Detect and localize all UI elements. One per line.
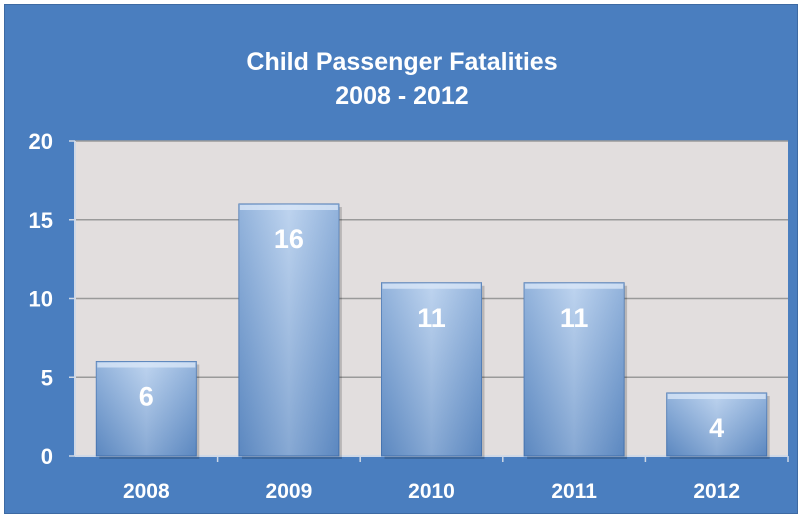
bar-top-highlight — [525, 283, 624, 289]
bar-shading — [666, 393, 767, 456]
bar-shading — [96, 361, 197, 456]
y-tick-label: 10 — [29, 287, 53, 312]
data-label: 16 — [274, 224, 304, 254]
y-tick-label: 5 — [41, 365, 53, 390]
data-label: 11 — [417, 303, 446, 333]
x-tick-label: 2008 — [123, 480, 170, 503]
chart-title: Child Passenger Fatalities 2008 - 2012 — [5, 45, 799, 113]
bar-shading — [238, 204, 339, 456]
chart-title-line: Child Passenger Fatalities — [246, 48, 558, 76]
chart-frame: Child Passenger Fatalities 2008 - 2012 0… — [4, 4, 798, 514]
bar-top-highlight — [239, 205, 338, 210]
data-label: 6 — [139, 382, 154, 412]
y-tick-label: 20 — [29, 129, 53, 154]
x-tick-label: 2012 — [693, 480, 740, 503]
x-tick-label: 2011 — [551, 480, 597, 503]
bar-top-highlight — [97, 362, 196, 368]
bar-chart: 0 5 10 15 20 6 2008 16 2009 11 2010 11 2011 4 2012 — [29, 129, 789, 503]
y-tick-label: 0 — [41, 444, 53, 469]
x-tick-label: 2010 — [408, 480, 455, 503]
bar-top-highlight — [667, 394, 766, 399]
data-label: 11 — [560, 303, 589, 333]
bar-top-highlight — [382, 283, 481, 289]
plot-layer: 0 5 10 15 20 6 2008 16 2009 11 2010 11 2011 4 2012 — [29, 129, 789, 503]
x-tick-label: 2009 — [266, 480, 313, 503]
y-tick-label: 15 — [29, 208, 53, 233]
bar-shading — [381, 282, 482, 456]
chart-subtitle: 2008 - 2012 — [335, 82, 469, 110]
bar-shading — [524, 282, 625, 456]
data-label: 4 — [709, 413, 724, 443]
